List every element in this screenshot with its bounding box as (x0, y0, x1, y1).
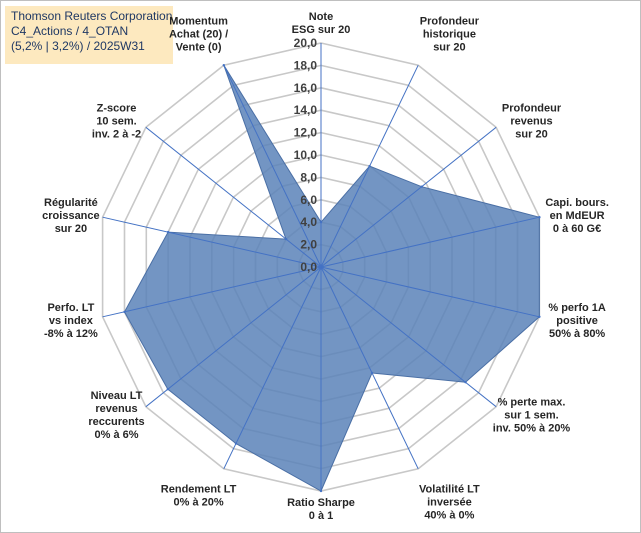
axis-label-12: Z-score 10 sem. inv. 2 à -2 (92, 102, 141, 140)
axis-label-line: 0% à 20% (174, 497, 224, 509)
axis-label-3: Capi. bours. en MdEUR 0 à 60 G€ (545, 197, 609, 235)
axis-label-line: croissance (42, 210, 99, 222)
axis-spoke-6 (320, 266, 419, 470)
axis-label-line: historique (423, 28, 476, 40)
axis-label-line: Capi. bours. (545, 197, 609, 209)
axis-label-line: Note (309, 11, 333, 23)
axis-label-line: % perfo 1A (548, 302, 606, 314)
series-polygon (123, 64, 540, 492)
axis-label-line: Rendement LT (161, 484, 237, 496)
axis-spoke-12 (145, 126, 322, 268)
tick-label-4: 8,0 (300, 170, 317, 184)
axis-label-line: Perfo. LT (47, 302, 94, 314)
axis-label-line: 0% à 6% (94, 429, 138, 441)
series-layer (123, 63, 541, 493)
axis-label-7: Ratio Sharpe 0 à 1 (287, 497, 355, 522)
tick-label-0: 0,0 (300, 260, 317, 274)
chart-title-box: Thomson Reuters Corporation C4_Actions /… (5, 6, 173, 64)
axis-label-line: Régularité (44, 197, 98, 209)
axis-label-11: Régularité croissance sur 20 (42, 197, 99, 235)
axis-label-line: sur 20 (433, 41, 465, 53)
axis-label-line: % perte max. (498, 397, 566, 409)
axis-spoke-3 (320, 216, 540, 268)
axis-label-line: reccurents (88, 416, 144, 428)
axis-label-line: Niveau LT (91, 390, 143, 402)
axis-label-line: Ratio Sharpe (287, 497, 355, 509)
axis-label-8: Rendement LT 0% à 20% (161, 484, 237, 509)
axis-label-line: Momentum (169, 15, 228, 27)
axis-label-line: 0 à 1 (309, 510, 333, 522)
axis-label-line: Z-score (97, 102, 137, 114)
title-line-period: (5,2% | 3,2%) / 2025W31 (11, 39, 145, 53)
title-line-company: Thomson Reuters Corporation (11, 9, 173, 23)
axis-label-line: Profondeur (420, 15, 480, 27)
axis-label-line: inv. 50% à 20% (493, 423, 571, 435)
axis-spoke-8 (223, 266, 322, 470)
axis-label-0: Note ESG sur 20 (292, 11, 351, 36)
axis-label-line: 50% à 80% (549, 328, 605, 340)
tick-label-10: 20,0 (294, 36, 318, 50)
axis-spoke-11 (102, 216, 322, 268)
axis-label-line: -8% à 12% (44, 328, 98, 340)
axis-label-1: Profondeur historique sur 20 (420, 15, 480, 53)
axis-label-line: sur 20 (55, 223, 87, 235)
axis-label-line: Achat (20) / (169, 28, 228, 40)
axis-spoke-9 (145, 266, 322, 408)
axis-label-line: en MdEUR (550, 210, 605, 222)
tick-label-8: 16,0 (294, 81, 318, 95)
title-line-category: C4_Actions / 4_OTAN (11, 24, 129, 38)
axis-spoke-2 (320, 126, 497, 268)
axis-label-line: revenus (95, 403, 137, 415)
axis-spoke-1 (320, 64, 419, 268)
axis-label-9: Niveau LT revenus reccurents 0% à 6% (88, 390, 144, 441)
axis-spoke-13 (223, 64, 322, 268)
axis-label-line: 0 à 60 G€ (553, 223, 601, 235)
axis-label-5: % perte max. sur 1 sem. inv. 50% à 20% (493, 397, 571, 435)
tick-label-6: 12,0 (294, 126, 318, 140)
axis-label-line: positive (556, 315, 598, 327)
axis-label-2: Profondeur revenus sur 20 (502, 102, 562, 140)
tick-label-3: 6,0 (300, 193, 317, 207)
axis-label-6: Volatilité LT inversée 40% à 0% (419, 484, 480, 522)
axis-label-10: Perfo. LT vs index -8% à 12% (44, 302, 98, 340)
axis-label-line: sur 20 (515, 128, 547, 140)
tick-label-2: 4,0 (300, 215, 317, 229)
tick-layer: 0,0 2,0 4,0 6,0 8,0 10,0 12,0 14,0 16,0 18,0 20,0 (294, 36, 318, 274)
axis-label-line: Volatilité LT (419, 484, 480, 496)
axis-label-line: revenus (510, 115, 552, 127)
axis-label-line: vs index (49, 315, 94, 327)
axis-label-line: ESG sur 20 (292, 24, 351, 36)
tick-label-9: 18,0 (294, 58, 318, 72)
axis-spoke-10 (102, 266, 322, 318)
axis-label-line: inv. 2 à -2 (92, 128, 141, 140)
axis-label-line: sur 1 sem. (504, 410, 558, 422)
spoke-layer (102, 43, 540, 491)
axis-label-line: 40% à 0% (424, 510, 474, 522)
axis-label-line: inversée (427, 497, 472, 509)
axis-label-4: % perfo 1A positive 50% à 80% (548, 302, 606, 340)
axis-spoke-5 (320, 266, 497, 408)
tick-label-7: 14,0 (294, 103, 318, 117)
axis-spoke-4 (320, 266, 540, 318)
axis-label-13: Momentum Achat (20) / Vente (0) (169, 15, 228, 53)
axis-label-line: 10 sem. (96, 115, 136, 127)
tick-label-5: 10,0 (294, 148, 318, 162)
axis-label-line: Profondeur (502, 102, 562, 114)
tick-label-1: 2,0 (300, 238, 317, 252)
axis-label-line: Vente (0) (176, 41, 222, 53)
